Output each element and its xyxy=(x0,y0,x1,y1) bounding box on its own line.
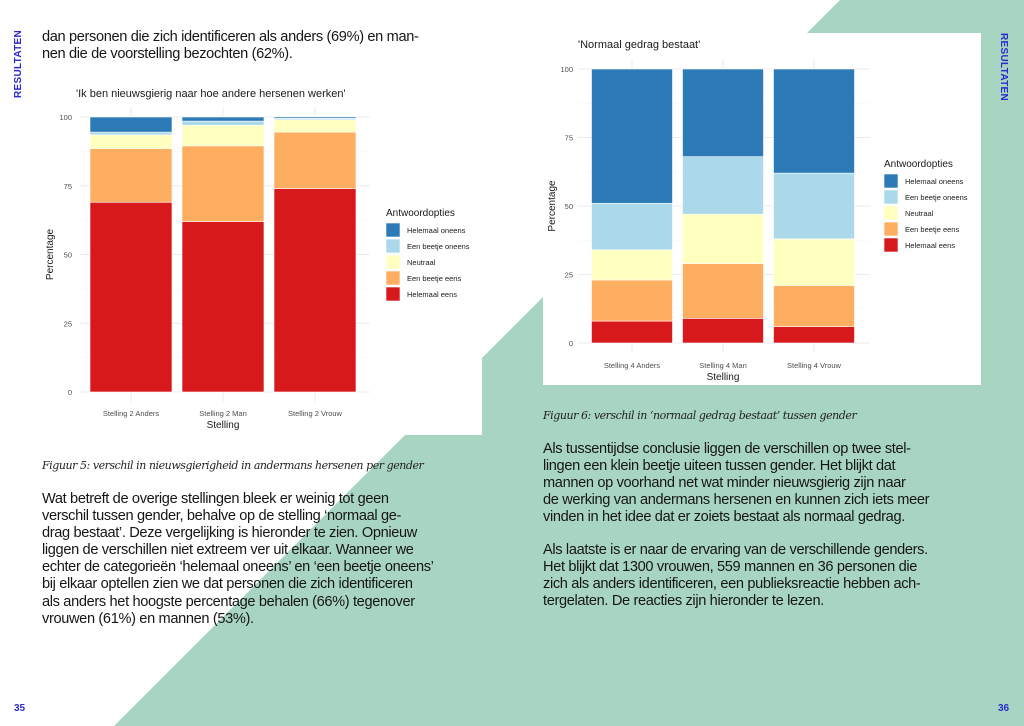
text-line: liggen de verschillen niet extreem ver u… xyxy=(42,542,414,559)
bar-segment-een-beetje-oneens xyxy=(773,172,855,240)
text-line: vinden in het idee dat er zoiets bestaat… xyxy=(543,509,905,526)
page-number-right: 36 xyxy=(998,703,1010,714)
bar-segment-een-beetje-oneens xyxy=(591,202,673,251)
text-line: lingen een klein beetje uiteen tussen ge… xyxy=(543,458,896,475)
text-line: tergelaten. De reacties zijn hieronder t… xyxy=(543,593,824,610)
legend-title: Antwoordopties xyxy=(884,159,953,170)
y-tick-label: 100 xyxy=(560,65,573,74)
y-tick-label: 75 xyxy=(64,182,72,191)
text-line: de werking van andermans hersenen en kun… xyxy=(543,492,930,509)
legend-swatch xyxy=(883,173,899,189)
legend-label: Een beetje oneens xyxy=(905,193,968,202)
legend-label: Helemaal oneens xyxy=(407,226,466,235)
x-tick-label: Stelling 2 Man xyxy=(199,409,247,418)
text-line: Als laatste is er naar de ervaring van d… xyxy=(543,542,928,558)
bar-segment-een-beetje-oneens xyxy=(682,156,764,215)
bar-segment-helemaal-oneens xyxy=(682,68,764,157)
bar-segment-helemaal-oneens xyxy=(273,116,357,119)
text-line: vrouwen (61%) en mannen (53%). xyxy=(42,610,254,627)
section-label-right: RESULTATEN xyxy=(998,33,1009,101)
page-number-left: 35 xyxy=(14,703,26,714)
x-axis-title: Stelling xyxy=(707,372,740,383)
bar-segment-helemaal-eens xyxy=(181,221,265,393)
legend-label: Een beetje oneens xyxy=(407,242,470,251)
y-tick-label: 75 xyxy=(565,134,573,143)
bar-segment-een-beetje-eens xyxy=(181,145,265,222)
x-axis-title: Stelling xyxy=(207,420,240,431)
bar-segment-helemaal-eens xyxy=(273,188,357,393)
chart-title: 'Ik ben nieuwsgierig naar hoe andere her… xyxy=(76,88,346,100)
legend-swatch xyxy=(883,205,899,221)
text-line: mannen op voorhand net wat minder nieuws… xyxy=(543,475,906,492)
text-line: Als tussentijdse conclusie liggen de ver… xyxy=(543,441,911,457)
bar-segment-helemaal-oneens xyxy=(89,116,173,133)
text-line: Wat betreft de overige stellingen bleek … xyxy=(42,491,389,507)
right-body-paragraph-2: Als laatste is er naar de ervaring van d… xyxy=(543,542,928,610)
text-line: drag bestaat’. Deze vergelijking is hier… xyxy=(42,525,417,542)
bar-segment-een-beetje-eens xyxy=(591,279,673,322)
x-tick-label: Stelling 2 Anders xyxy=(103,409,160,418)
legend-swatch xyxy=(385,254,401,270)
x-tick-label: Stelling 2 Vrouw xyxy=(288,409,343,418)
text-line: Het blijkt dat 1300 vrouwen, 559 mannen … xyxy=(543,559,918,576)
legend-label: Helemaal eens xyxy=(905,241,955,250)
legend-swatch xyxy=(385,222,401,238)
y-axis-title: Percentage xyxy=(547,180,558,232)
y-tick-label: 0 xyxy=(569,339,573,348)
x-tick-label: Stelling 4 Man xyxy=(699,361,747,370)
legend-swatch xyxy=(883,221,899,237)
x-tick-label: Stelling 4 Anders xyxy=(604,361,661,370)
text-line: nen die de voorstelling bezochten (62%). xyxy=(42,46,293,63)
y-tick-label: 100 xyxy=(59,113,72,122)
text-line: dan personen die zich identificeren als … xyxy=(42,29,419,45)
legend-swatch xyxy=(385,238,401,254)
text-line: verschil tussen gender, behalve op de st… xyxy=(42,508,402,525)
legend-swatch xyxy=(385,270,401,286)
legend-label: Neutraal xyxy=(407,258,436,267)
right-body-paragraph-1: Als tussentijdse conclusie liggen de ver… xyxy=(543,441,929,526)
y-tick-label: 50 xyxy=(64,251,72,260)
legend-label: Helemaal oneens xyxy=(905,177,964,186)
bar-segment-helemaal-eens xyxy=(591,320,673,344)
bar-segment-een-beetje-eens xyxy=(773,285,855,327)
y-tick-label: 25 xyxy=(565,271,573,280)
text-line: bij elkaar optellen zien we dat personen… xyxy=(42,576,413,593)
bar-segment-helemaal-eens xyxy=(89,201,173,393)
y-tick-label: 0 xyxy=(68,388,72,397)
bar-segment-neutraal xyxy=(773,238,855,286)
figure-5-caption: Figuur 5: verschil in nieuwsgierigheid i… xyxy=(42,459,424,472)
legend-label: Helemaal eens xyxy=(407,290,457,299)
left-intro-paragraph: dan personen die zich identificeren als … xyxy=(42,29,419,63)
bar-segment-neutraal xyxy=(591,249,673,281)
left-body-paragraph: Wat betreft de overige stellingen bleek … xyxy=(42,491,434,628)
bar-segment-een-beetje-eens xyxy=(682,263,764,319)
bar-segment-neutraal xyxy=(682,213,764,264)
chart-title: 'Normaal gedrag bestaat' xyxy=(578,39,700,51)
x-tick-label: Stelling 4 Vrouw xyxy=(787,361,842,370)
y-axis-title: Percentage xyxy=(45,228,56,280)
legend-label: Een beetje eens xyxy=(905,225,959,234)
bar-segment-helemaal-oneens xyxy=(591,68,673,204)
legend-title: Antwoordopties xyxy=(386,208,455,219)
text-line: zich als anders identificeren, een publi… xyxy=(543,576,921,593)
bar-segment-een-beetje-eens xyxy=(89,148,173,203)
legend-swatch xyxy=(883,237,899,253)
y-tick-label: 50 xyxy=(565,202,573,211)
figure-6-caption: Figuur 6: verschil in ‘normaal gedrag be… xyxy=(543,409,857,422)
bar-segment-helemaal-eens xyxy=(682,318,764,344)
legend-label: Een beetje eens xyxy=(407,274,461,283)
bar-segment-helemaal-eens xyxy=(773,326,855,344)
y-tick-label: 25 xyxy=(64,319,72,328)
bar-segment-helemaal-oneens xyxy=(773,68,855,174)
bar-segment-helemaal-oneens xyxy=(181,116,265,122)
text-line: echter de categorieën ‘helemaal oneens’ … xyxy=(42,559,434,576)
legend-swatch xyxy=(385,286,401,302)
legend-swatch xyxy=(883,189,899,205)
legend-label: Neutraal xyxy=(905,209,934,218)
bar-segment-een-beetje-eens xyxy=(273,131,357,189)
text-line: als anders het hoogste percentage behale… xyxy=(42,593,415,610)
